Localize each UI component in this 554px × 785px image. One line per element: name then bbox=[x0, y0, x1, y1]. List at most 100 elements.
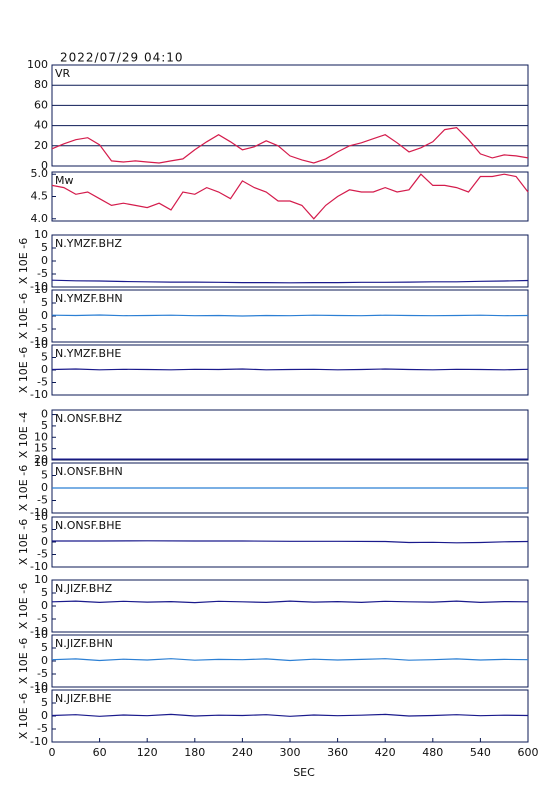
y-tick-label: -5 bbox=[37, 612, 48, 625]
panel-frame bbox=[51, 409, 529, 461]
y-tick-label: 20 bbox=[34, 139, 48, 152]
y-axis-label: X 10E -4 bbox=[17, 412, 30, 458]
y-tick-label: 0 bbox=[41, 481, 48, 494]
y-tick-label: 10 bbox=[34, 283, 48, 296]
y-tick-label: 0 bbox=[41, 363, 48, 376]
y-axis-label: X 10E -6 bbox=[17, 465, 30, 511]
y-tick-label: 10 bbox=[34, 338, 48, 351]
data-line bbox=[51, 314, 529, 317]
panel-frame bbox=[51, 516, 529, 568]
y-tick-label: 5 bbox=[41, 586, 48, 599]
y-axis-label: X 10E -6 bbox=[17, 347, 30, 393]
y-tick-label: -5 bbox=[37, 548, 48, 561]
y-tick-label: 100 bbox=[27, 58, 48, 71]
y-tick-label: 5 bbox=[41, 296, 48, 309]
y-tick-label: 10 bbox=[34, 683, 48, 696]
chart-title: 2022/07/29 04:10 bbox=[60, 51, 184, 65]
y-tick-label: 0 bbox=[41, 599, 48, 612]
panel-label: N.YMZF.BHN bbox=[55, 292, 123, 305]
y-tick-label: 5 bbox=[41, 241, 48, 254]
x-tick-label: 60 bbox=[93, 746, 107, 759]
panel-frame bbox=[51, 171, 529, 222]
y-tick-label: 0 bbox=[41, 709, 48, 722]
y-tick-label: 80 bbox=[34, 78, 48, 91]
y-tick-label: 0 bbox=[41, 408, 48, 421]
y-tick-label: 0 bbox=[41, 254, 48, 267]
y-tick-label: -10 bbox=[30, 280, 48, 293]
x-tick-label: 180 bbox=[184, 746, 205, 759]
y-tick-label: 5 bbox=[41, 641, 48, 654]
panel-label: N.ONSF.BHN bbox=[55, 465, 123, 478]
y-tick-label: 10 bbox=[34, 228, 48, 241]
y-tick-label: 10 bbox=[34, 628, 48, 641]
y-tick-label: 5 bbox=[41, 351, 48, 364]
y-tick-label: -5 bbox=[37, 322, 48, 335]
y-tick-label: 60 bbox=[34, 98, 48, 111]
y-axis-label: X 10E -6 bbox=[17, 693, 30, 739]
y-tick-label: 5.0 bbox=[31, 167, 49, 180]
panel-label: Mw bbox=[55, 174, 74, 187]
y-axis-label: X 10E -6 bbox=[17, 583, 30, 629]
y-tick-label: 0 bbox=[41, 654, 48, 667]
y-tick-label: 40 bbox=[34, 119, 48, 132]
y-tick-label: 5 bbox=[41, 469, 48, 482]
y-tick-label: 5 bbox=[41, 523, 48, 536]
y-tick-label: 15 bbox=[34, 442, 48, 455]
y-tick-label: -5 bbox=[37, 494, 48, 507]
y-tick-label: -5 bbox=[37, 376, 48, 389]
x-tick-label: 240 bbox=[232, 746, 253, 759]
y-tick-label: 10 bbox=[34, 430, 48, 443]
panel-label: N.ONSF.BHE bbox=[55, 519, 121, 532]
data-line bbox=[51, 658, 529, 662]
y-axis-label: X 10E -6 bbox=[17, 638, 30, 684]
x-axis-label: SEC bbox=[293, 766, 315, 779]
y-tick-label: 10 bbox=[34, 573, 48, 586]
x-tick-label: 360 bbox=[327, 746, 348, 759]
y-tick-label: 0 bbox=[41, 309, 48, 322]
panel-label: N.JIZF.BHN bbox=[55, 637, 113, 650]
data-line bbox=[51, 713, 529, 717]
x-tick-label: 120 bbox=[137, 746, 158, 759]
panel-label: N.JIZF.BHE bbox=[55, 692, 112, 705]
y-axis-label: X 10E -6 bbox=[17, 519, 30, 565]
y-tick-label: -10 bbox=[30, 625, 48, 638]
panel-label: N.YMZF.BHZ bbox=[55, 237, 122, 250]
y-tick-label: 4.0 bbox=[31, 212, 49, 225]
y-tick-label: 5 bbox=[41, 696, 48, 709]
y-tick-label: 10 bbox=[34, 510, 48, 523]
x-tick-label: 540 bbox=[470, 746, 491, 759]
x-tick-label: 600 bbox=[518, 746, 539, 759]
y-tick-label: -5 bbox=[37, 267, 48, 280]
y-axis-label: X 10E -6 bbox=[17, 293, 30, 339]
y-tick-label: 10 bbox=[34, 456, 48, 469]
data-line bbox=[51, 126, 529, 164]
y-tick-label: 20 bbox=[34, 453, 48, 466]
panel-label: N.ONSF.BHZ bbox=[55, 412, 122, 425]
x-tick-label: 300 bbox=[280, 746, 301, 759]
panel-label: N.YMZF.BHE bbox=[55, 347, 121, 360]
y-tick-label: -5 bbox=[37, 667, 48, 680]
y-tick-label: -10 bbox=[30, 506, 48, 519]
panel-label: VR bbox=[55, 67, 71, 80]
y-tick-label: -10 bbox=[30, 560, 48, 573]
panel-label: N.JIZF.BHZ bbox=[55, 582, 113, 595]
y-tick-label: 0 bbox=[41, 535, 48, 548]
y-tick-label: 5 bbox=[41, 419, 48, 432]
y-axis-label: X 10E -6 bbox=[17, 238, 30, 284]
data-line bbox=[51, 600, 529, 604]
panel-frame bbox=[51, 64, 529, 167]
panel-frame bbox=[51, 579, 529, 633]
y-tick-label: -10 bbox=[30, 735, 48, 748]
data-line bbox=[51, 173, 529, 220]
y-tick-label: -10 bbox=[30, 680, 48, 693]
y-tick-label: 0 bbox=[41, 159, 48, 172]
x-tick-label: 0 bbox=[49, 746, 56, 759]
y-tick-label: -10 bbox=[30, 335, 48, 348]
y-tick-label: -10 bbox=[30, 388, 48, 401]
x-tick-label: 420 bbox=[375, 746, 396, 759]
y-tick-label: 4.5 bbox=[31, 190, 49, 203]
data-line bbox=[51, 368, 529, 371]
data-line bbox=[52, 540, 529, 544]
x-tick-label: 480 bbox=[422, 746, 443, 759]
